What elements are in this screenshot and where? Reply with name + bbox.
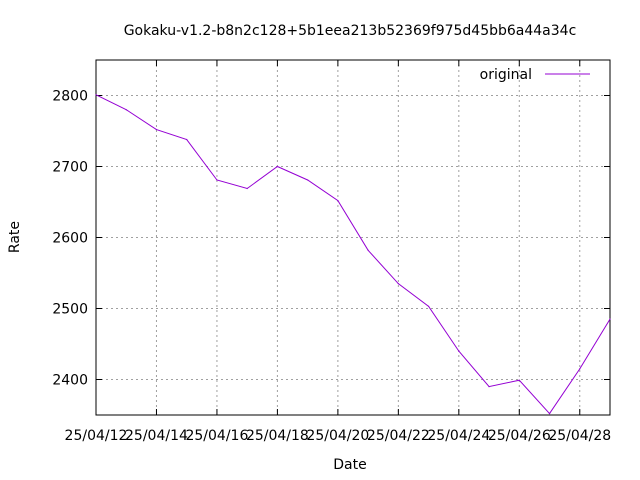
y-tick-label: 2600 — [52, 231, 88, 247]
y-axis: 2400 2500 2600 2700 2800 — [52, 89, 610, 389]
x-axis: 25/04/1225/04/1425/04/1625/04/1825/04/20… — [65, 60, 611, 444]
data-point — [518, 379, 520, 381]
series-layer — [95, 94, 611, 415]
data-point — [276, 165, 279, 168]
y-tick-label: 2700 — [52, 160, 88, 176]
data-point — [246, 187, 248, 190]
x-tick-label: 25/04/28 — [548, 428, 611, 444]
chart-title: Gokaku-v1.2-b8n2c128+5b1eea213b52369f975… — [124, 23, 577, 39]
data-point — [427, 305, 430, 307]
data-point — [488, 386, 490, 388]
legend: original — [480, 67, 590, 83]
x-tick-label: 25/04/18 — [246, 428, 309, 444]
x-tick-label: 25/04/26 — [488, 428, 551, 444]
series-line — [95, 94, 611, 415]
data-point — [125, 109, 127, 111]
data-point — [216, 179, 218, 181]
grid — [95, 60, 610, 415]
data-point — [397, 283, 399, 285]
x-tick-label: 25/04/20 — [306, 428, 369, 444]
data-point — [186, 138, 188, 141]
x-tick-label: 25/04/22 — [367, 428, 430, 444]
x-tick-label: 25/04/14 — [125, 428, 188, 444]
y-axis-label: Rate — [7, 221, 23, 253]
x-tick-label: 25/04/12 — [65, 428, 128, 444]
data-point — [155, 128, 158, 131]
legend-label: original — [480, 67, 532, 83]
data-point — [579, 368, 581, 370]
data-point — [548, 412, 551, 415]
y-tick-label: 2500 — [52, 302, 88, 318]
data-point — [95, 94, 97, 96]
x-axis-label: Date — [333, 457, 366, 473]
y-tick-label: 2800 — [52, 89, 88, 105]
x-tick-label: 25/04/24 — [427, 428, 490, 444]
x-tick-label: 25/04/16 — [185, 428, 248, 444]
data-point — [367, 249, 369, 251]
data-point — [337, 199, 339, 202]
y-tick-label: 2400 — [52, 373, 88, 389]
data-point — [307, 179, 309, 181]
data-point — [458, 350, 460, 352]
data-point — [609, 318, 611, 320]
